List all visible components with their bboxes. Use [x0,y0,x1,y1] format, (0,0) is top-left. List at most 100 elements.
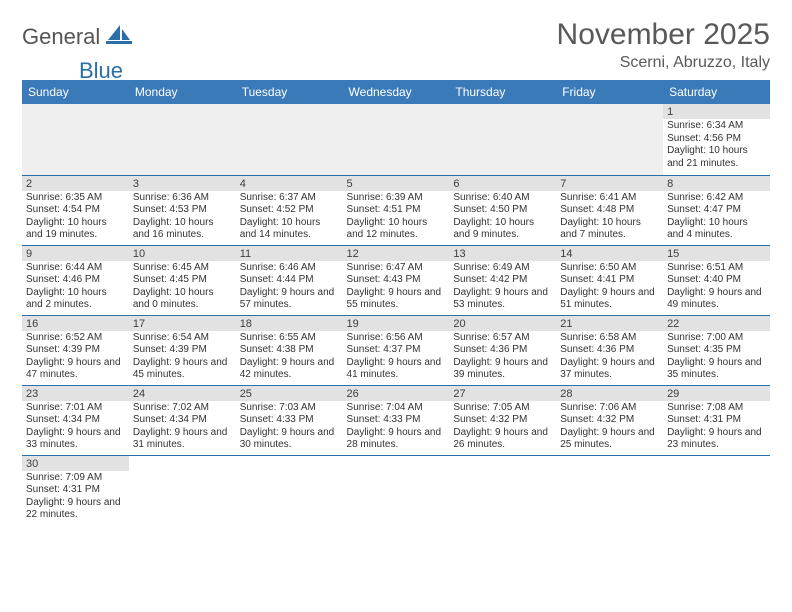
day-number: 16 [22,315,129,331]
sunrise-text: Sunrise: 7:05 AM [453,402,552,415]
day-number: 17 [129,315,236,331]
day-cell: Sunrise: 6:55 AMSunset: 4:38 PMDaylight:… [236,331,343,386]
daylight-text: Daylight: 9 hours and 42 minutes. [240,357,339,382]
day-info-row: Sunrise: 7:01 AMSunset: 4:34 PMDaylight:… [22,401,770,456]
weekday-header-row: SundayMondayTuesdayWednesdayThursdayFrid… [22,80,770,104]
daylight-text: Daylight: 9 hours and 47 minutes. [26,357,125,382]
day-number: 10 [129,245,236,261]
weekday-header: Saturday [663,80,770,104]
sunrise-text: Sunrise: 6:56 AM [347,332,446,345]
sunrise-text: Sunrise: 6:49 AM [453,262,552,275]
day-cell: Sunrise: 6:57 AMSunset: 4:36 PMDaylight:… [449,331,556,386]
sunset-text: Sunset: 4:32 PM [453,414,552,427]
sunrise-text: Sunrise: 6:37 AM [240,192,339,205]
sunrise-text: Sunrise: 6:44 AM [26,262,125,275]
daylight-text: Daylight: 9 hours and 23 minutes. [667,427,766,452]
day-number [22,104,129,119]
sunset-text: Sunset: 4:33 PM [347,414,446,427]
sunrise-text: Sunrise: 6:35 AM [26,192,125,205]
month-title: November 2025 [557,18,770,52]
day-number-row: 2345678 [22,175,770,191]
day-cell [129,119,236,175]
day-number [343,104,450,119]
day-number [556,455,663,471]
sunset-text: Sunset: 4:38 PM [240,344,339,357]
day-cell: Sunrise: 6:44 AMSunset: 4:46 PMDaylight:… [22,261,129,316]
day-cell: Sunrise: 6:39 AMSunset: 4:51 PMDaylight:… [343,191,450,246]
day-cell: Sunrise: 6:47 AMSunset: 4:43 PMDaylight:… [343,261,450,316]
day-number [449,455,556,471]
day-cell: Sunrise: 6:52 AMSunset: 4:39 PMDaylight:… [22,331,129,386]
day-number: 8 [663,175,770,191]
daylight-text: Daylight: 10 hours and 9 minutes. [453,217,552,242]
day-number [663,455,770,471]
day-number: 6 [449,175,556,191]
day-cell: Sunrise: 6:40 AMSunset: 4:50 PMDaylight:… [449,191,556,246]
logo-text-general: General [22,24,100,50]
day-cell: Sunrise: 6:42 AMSunset: 4:47 PMDaylight:… [663,191,770,246]
day-number: 1 [663,104,770,119]
calendar-page: General November 2025 Scerni, Abruzzo, I… [0,0,792,525]
day-number: 27 [449,385,556,401]
day-cell: Sunrise: 7:05 AMSunset: 4:32 PMDaylight:… [449,401,556,456]
day-cell: Sunrise: 7:04 AMSunset: 4:33 PMDaylight:… [343,401,450,456]
day-info-row: Sunrise: 7:09 AMSunset: 4:31 PMDaylight:… [22,471,770,525]
calendar-table: SundayMondayTuesdayWednesdayThursdayFrid… [22,80,770,525]
day-number: 19 [343,315,450,331]
day-number [449,104,556,119]
day-cell: Sunrise: 6:34 AMSunset: 4:56 PMDaylight:… [663,119,770,175]
day-number: 18 [236,315,343,331]
sunset-text: Sunset: 4:46 PM [26,274,125,287]
day-number: 2 [22,175,129,191]
day-info-row: Sunrise: 6:52 AMSunset: 4:39 PMDaylight:… [22,331,770,386]
day-cell [556,119,663,175]
day-number-row: 16171819202122 [22,315,770,331]
sunrise-text: Sunrise: 7:03 AM [240,402,339,415]
day-number: 9 [22,245,129,261]
day-number [556,104,663,119]
daylight-text: Daylight: 9 hours and 28 minutes. [347,427,446,452]
daylight-text: Daylight: 9 hours and 41 minutes. [347,357,446,382]
day-cell: Sunrise: 7:08 AMSunset: 4:31 PMDaylight:… [663,401,770,456]
daylight-text: Daylight: 9 hours and 53 minutes. [453,287,552,312]
day-number-row: 9101112131415 [22,245,770,261]
day-number: 29 [663,385,770,401]
day-cell: Sunrise: 6:45 AMSunset: 4:45 PMDaylight:… [129,261,236,316]
day-number-row: 1 [22,104,770,119]
title-block: November 2025 Scerni, Abruzzo, Italy [557,18,770,72]
sunrise-text: Sunrise: 6:50 AM [560,262,659,275]
sunrise-text: Sunrise: 7:02 AM [133,402,232,415]
sunset-text: Sunset: 4:54 PM [26,204,125,217]
day-number: 22 [663,315,770,331]
sunrise-text: Sunrise: 6:34 AM [667,120,766,133]
sunset-text: Sunset: 4:45 PM [133,274,232,287]
sunrise-text: Sunrise: 6:40 AM [453,192,552,205]
day-cell: Sunrise: 6:46 AMSunset: 4:44 PMDaylight:… [236,261,343,316]
daylight-text: Daylight: 9 hours and 26 minutes. [453,427,552,452]
day-number: 13 [449,245,556,261]
day-cell [22,119,129,175]
day-number: 12 [343,245,450,261]
day-number: 3 [129,175,236,191]
day-info-row: Sunrise: 6:44 AMSunset: 4:46 PM Daylight:… [22,261,770,316]
sunset-text: Sunset: 4:33 PM [240,414,339,427]
day-number: 7 [556,175,663,191]
daylight-text: Daylight: 9 hours and 45 minutes. [133,357,232,382]
daylight-text: Daylight: 9 hours and 33 minutes. [26,427,125,452]
daylight-text: Daylight: 9 hours and 55 minutes. [347,287,446,312]
day-number-row: 23242526272829 [22,385,770,401]
day-number: 14 [556,245,663,261]
sunrise-text: Sunrise: 7:06 AM [560,402,659,415]
day-cell [663,471,770,525]
day-cell: Sunrise: 7:00 AMSunset: 4:35 PMDaylight:… [663,331,770,386]
sunset-text: Sunset: 4:34 PM [26,414,125,427]
day-cell: Sunrise: 7:09 AMSunset: 4:31 PMDaylight:… [22,471,129,525]
sunrise-text: Sunrise: 6:46 AM [240,262,339,275]
daylight-text: Daylight: 10 hours and 7 minutes. [560,217,659,242]
logo: General [22,24,136,50]
daylight-text: Daylight: 9 hours and 49 minutes. [667,287,766,312]
day-cell: Sunrise: 7:02 AMSunset: 4:34 PMDaylight:… [129,401,236,456]
daylight-text: Daylight: 9 hours and 51 minutes. [560,287,659,312]
day-cell: Sunrise: 6:58 AMSunset: 4:36 PMDaylight:… [556,331,663,386]
weekday-header: Thursday [449,80,556,104]
